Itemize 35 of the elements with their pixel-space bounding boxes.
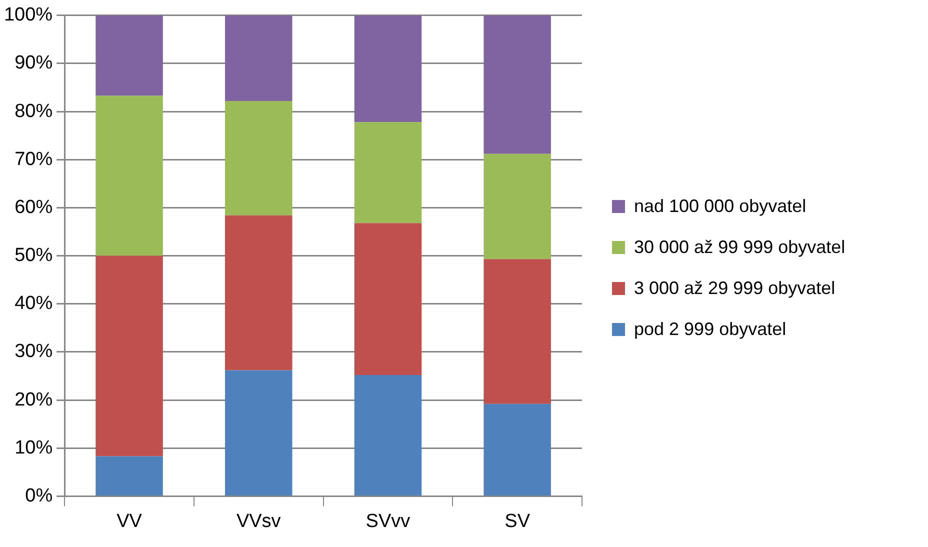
x-tick-label: SV bbox=[504, 510, 530, 532]
bar bbox=[224, 370, 292, 496]
y-tick-label: 50% bbox=[14, 245, 53, 266]
bar bbox=[354, 15, 422, 122]
bar bbox=[484, 404, 551, 496]
y-tick-label: 90% bbox=[14, 52, 53, 74]
bar bbox=[224, 215, 292, 370]
bar bbox=[96, 456, 163, 496]
bar bbox=[484, 15, 551, 154]
bar bbox=[96, 96, 163, 256]
bar bbox=[484, 259, 551, 404]
y-tick-label: 10% bbox=[14, 437, 53, 458]
bar bbox=[224, 15, 292, 101]
legend-label: pod 2 999 obyvatel bbox=[634, 319, 786, 340]
bar bbox=[96, 15, 163, 96]
y-tick-label: 20% bbox=[14, 389, 53, 410]
x-tick-label: VV bbox=[116, 510, 142, 532]
x-tick-label: SVvv bbox=[366, 510, 411, 532]
legend-label: 30 000 až 99 999 obyvatel bbox=[634, 237, 846, 258]
bar bbox=[96, 256, 163, 456]
legend-label: 3 000 až 29 999 obyvatel bbox=[634, 278, 836, 299]
y-tick-label: 60% bbox=[14, 196, 53, 218]
y-tick-label: 80% bbox=[14, 100, 53, 122]
y-tick-label: 70% bbox=[14, 148, 53, 170]
y-tick-label: 40% bbox=[14, 293, 53, 314]
bar bbox=[354, 375, 422, 496]
legend-label: nad 100 000 obyvatel bbox=[634, 196, 806, 217]
bar bbox=[354, 122, 422, 224]
bar bbox=[354, 223, 422, 376]
y-tick-label: 0% bbox=[25, 485, 53, 506]
bar bbox=[484, 154, 551, 260]
y-tick-label: 100% bbox=[4, 4, 53, 26]
y-tick-label: 30% bbox=[14, 341, 53, 362]
bar bbox=[224, 100, 292, 216]
x-tick-label: VVsv bbox=[236, 510, 282, 532]
